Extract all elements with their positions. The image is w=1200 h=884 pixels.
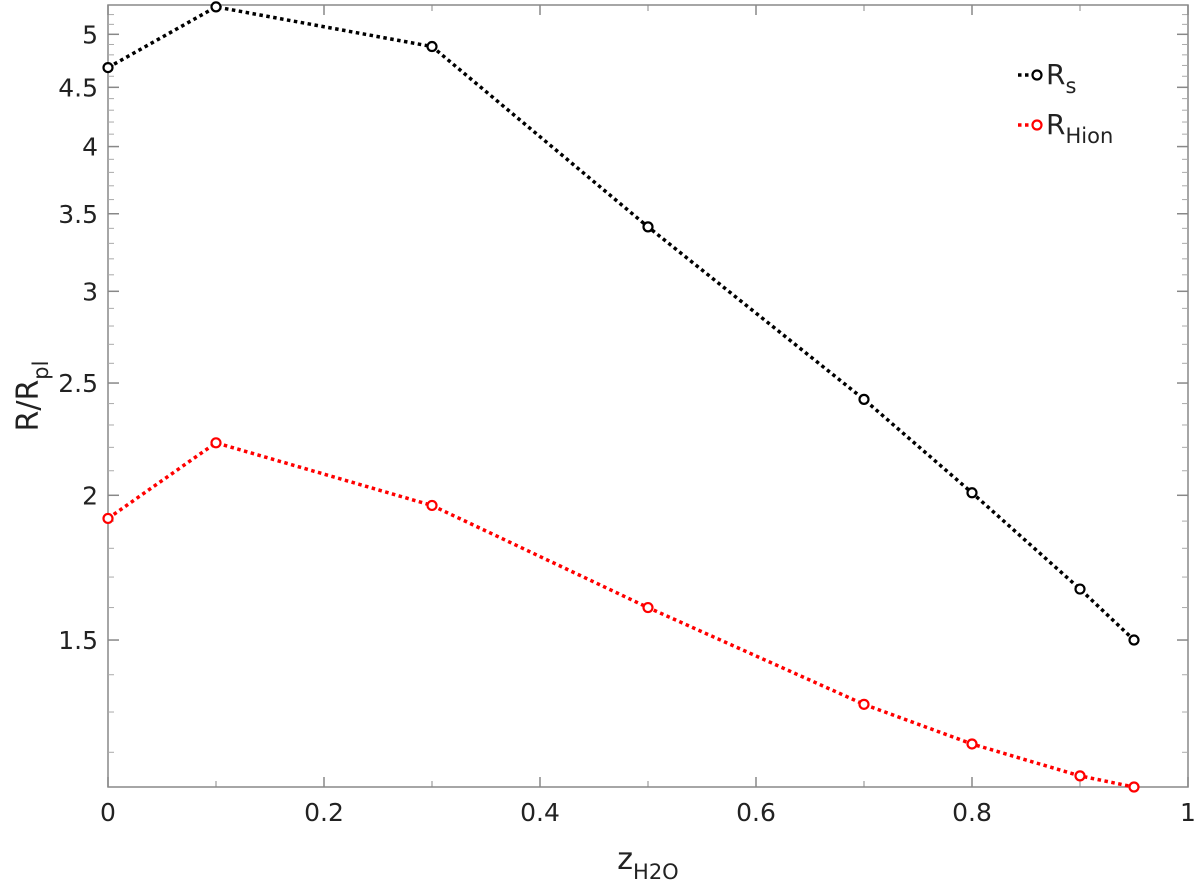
legend: Rs RHion	[1018, 58, 1113, 148]
data-point-0	[966, 487, 978, 499]
data-point-1	[426, 499, 438, 512]
x-tick-label: 0.6	[736, 798, 776, 827]
x-axis-label: zH2O	[617, 842, 678, 884]
data-point-1	[858, 698, 870, 710]
series-line-1	[106, 440, 1135, 789]
y-axis-ticks: 1.5 2 2.5 3 3.5 4 4.5 5	[58, 20, 1188, 655]
data-point-0	[210, 1, 222, 13]
data-point-1	[1128, 781, 1140, 793]
data-point-1	[1074, 770, 1086, 782]
x-tick-label: 0.2	[304, 798, 344, 827]
y-tick-label: 5	[82, 20, 98, 49]
y-tick-label: 3.5	[58, 200, 98, 229]
legend-marker-0	[1031, 69, 1043, 81]
data-point-1	[966, 738, 978, 750]
plot-frame	[107, 4, 1189, 788]
data-point-0	[1074, 583, 1086, 595]
legend-label-1: RHion	[1046, 108, 1113, 148]
x-tick-label: 1	[1180, 798, 1196, 827]
data-point-0	[426, 40, 438, 53]
y-tick-label: 3	[82, 277, 98, 306]
minor-ticks	[108, 5, 1188, 787]
plot-area: 0 0.2 0.4 0.6 0.8 1 1.5 2 2.5 3 3.5 4 4.5 5	[58, 1, 1196, 827]
legend-marker-1	[1031, 119, 1043, 131]
data-point-1	[102, 512, 114, 525]
data-point-1	[210, 437, 222, 449]
data-point-1	[642, 601, 654, 614]
data-point-0	[858, 393, 870, 405]
data-point-0	[102, 61, 114, 74]
series-layer	[102, 1, 1140, 793]
x-tick-label: 0.8	[952, 798, 992, 827]
data-point-0	[1128, 634, 1140, 646]
y-tick-label: 4	[82, 133, 98, 162]
x-tick-label: 0.4	[520, 798, 560, 827]
y-tick-label: 4.5	[58, 73, 98, 102]
y-tick-label: 1.5	[58, 626, 98, 655]
series-line-0	[107, 5, 1136, 642]
y-axis-label: R/Rpl	[11, 361, 53, 432]
y-tick-label: 2	[82, 481, 98, 510]
x-tick-label: 0	[100, 798, 116, 827]
data-point-0	[642, 221, 654, 233]
x-axis-ticks: 0 0.2 0.4 0.6 0.8 1	[100, 5, 1196, 827]
legend-label-0: Rs	[1046, 58, 1076, 98]
y-tick-label: 2.5	[58, 369, 98, 398]
